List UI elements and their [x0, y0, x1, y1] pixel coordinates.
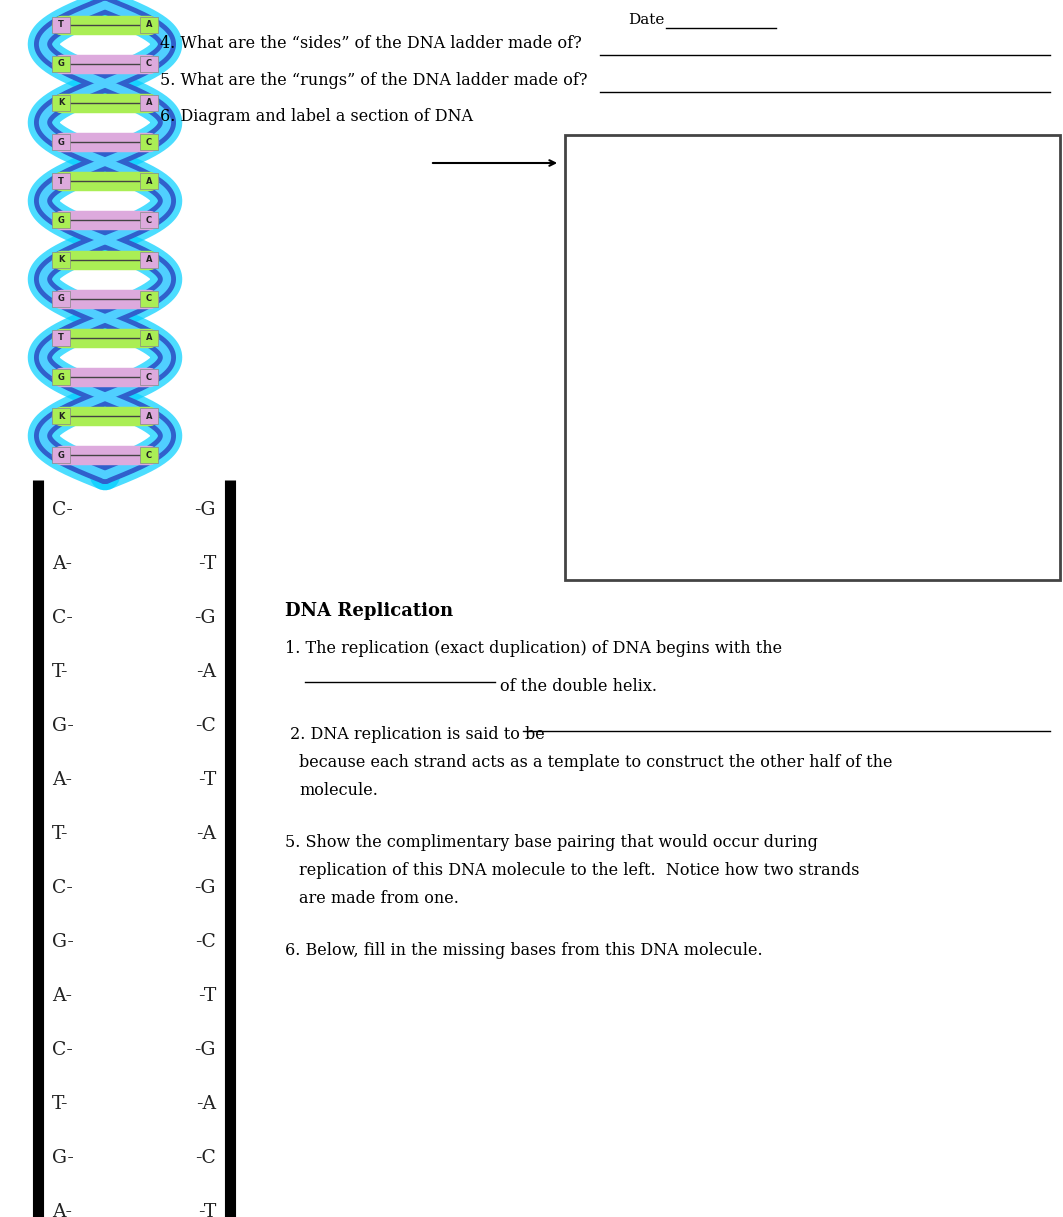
Bar	[52, 448, 70, 464]
Text: G: G	[57, 215, 65, 225]
Bar	[140, 134, 157, 150]
Text: 4. What are the “sides” of the DNA ladder made of?: 4. What are the “sides” of the DNA ladde…	[161, 35, 581, 52]
Text: 1. The replication (exact duplication) of DNA begins with the: 1. The replication (exact duplication) o…	[285, 640, 782, 657]
Bar	[52, 291, 70, 307]
Bar	[52, 330, 70, 346]
Text: -T: -T	[198, 772, 216, 789]
Text: K: K	[58, 256, 65, 264]
Text: -G: -G	[195, 608, 216, 627]
Text: G: G	[57, 372, 65, 382]
Text: 5. Show the complimentary base pairing that would occur during: 5. Show the complimentary base pairing t…	[285, 834, 817, 851]
Bar	[566, 135, 1060, 581]
Bar	[52, 408, 70, 425]
Text: G-: G-	[52, 717, 73, 735]
Text: T: T	[58, 21, 64, 29]
Text: G-: G-	[52, 933, 73, 950]
Text: C-: C-	[52, 501, 73, 518]
Bar	[140, 330, 157, 346]
Text: -C: -C	[196, 933, 216, 950]
Text: C-: C-	[52, 1041, 73, 1059]
Text: A: A	[146, 333, 152, 342]
Bar	[140, 252, 157, 268]
Text: of the double helix.: of the double helix.	[500, 678, 657, 695]
Text: DNA Replication: DNA Replication	[285, 602, 453, 619]
Text: 5. What are the “rungs” of the DNA ladder made of?: 5. What are the “rungs” of the DNA ladde…	[161, 72, 588, 89]
Text: T: T	[58, 333, 64, 342]
Bar	[140, 369, 157, 385]
Text: A-: A-	[52, 772, 72, 789]
Bar	[140, 291, 157, 307]
Text: A: A	[146, 411, 152, 421]
Text: are made from one.: are made from one.	[299, 890, 459, 907]
Text: -C: -C	[196, 717, 216, 735]
Text: C: C	[146, 372, 152, 382]
Text: -A: -A	[196, 1095, 216, 1114]
Text: C: C	[146, 452, 152, 460]
Text: G: G	[57, 60, 65, 68]
Text: T-: T-	[52, 1095, 68, 1114]
Bar	[140, 173, 157, 190]
Text: G: G	[57, 295, 65, 303]
Bar	[140, 408, 157, 425]
Text: K: K	[58, 99, 65, 107]
Bar	[52, 369, 70, 385]
Text: -A: -A	[196, 825, 216, 843]
Text: -C: -C	[196, 1149, 216, 1167]
Text: -T: -T	[198, 1202, 216, 1217]
Bar	[140, 448, 157, 464]
Text: G-: G-	[52, 1149, 73, 1167]
Bar	[52, 17, 70, 33]
Bar	[140, 213, 157, 229]
Bar	[52, 213, 70, 229]
Text: replication of this DNA molecule to the left.  Notice how two strands: replication of this DNA molecule to the …	[299, 862, 860, 879]
Text: A: A	[146, 99, 152, 107]
Text: A-: A-	[52, 1202, 72, 1217]
Text: K: K	[58, 411, 65, 421]
Text: T-: T-	[52, 663, 68, 682]
Text: C: C	[146, 295, 152, 303]
Bar	[52, 173, 70, 190]
Text: 6. Diagram and label a section of DNA: 6. Diagram and label a section of DNA	[161, 108, 473, 125]
Text: C: C	[146, 215, 152, 225]
Text: 2. DNA replication is said to be: 2. DNA replication is said to be	[285, 727, 550, 744]
Text: A-: A-	[52, 555, 72, 573]
Bar	[140, 95, 157, 111]
Text: A: A	[146, 21, 152, 29]
Text: G: G	[57, 138, 65, 146]
Text: C: C	[146, 138, 152, 146]
Text: G: G	[57, 452, 65, 460]
Text: A-: A-	[52, 987, 72, 1005]
Text: -T: -T	[198, 555, 216, 573]
Text: A: A	[146, 256, 152, 264]
Text: C: C	[146, 60, 152, 68]
Text: 6. Below, fill in the missing bases from this DNA molecule.: 6. Below, fill in the missing bases from…	[285, 942, 762, 959]
Text: C-: C-	[52, 879, 73, 897]
Text: -G: -G	[195, 501, 216, 518]
Bar	[52, 134, 70, 150]
Text: C-: C-	[52, 608, 73, 627]
Text: -G: -G	[195, 1041, 216, 1059]
Text: because each strand acts as a template to construct the other half of the: because each strand acts as a template t…	[299, 755, 893, 772]
Text: Date: Date	[628, 13, 664, 27]
Text: -G: -G	[195, 879, 216, 897]
Bar	[52, 252, 70, 268]
Text: A: A	[146, 176, 152, 186]
Text: T: T	[58, 176, 64, 186]
Text: molecule.: molecule.	[299, 783, 377, 800]
Bar	[140, 17, 157, 33]
Text: -A: -A	[196, 663, 216, 682]
Bar	[52, 95, 70, 111]
Bar	[52, 56, 70, 72]
Bar	[140, 56, 157, 72]
Text: -T: -T	[198, 987, 216, 1005]
Text: T-: T-	[52, 825, 68, 843]
